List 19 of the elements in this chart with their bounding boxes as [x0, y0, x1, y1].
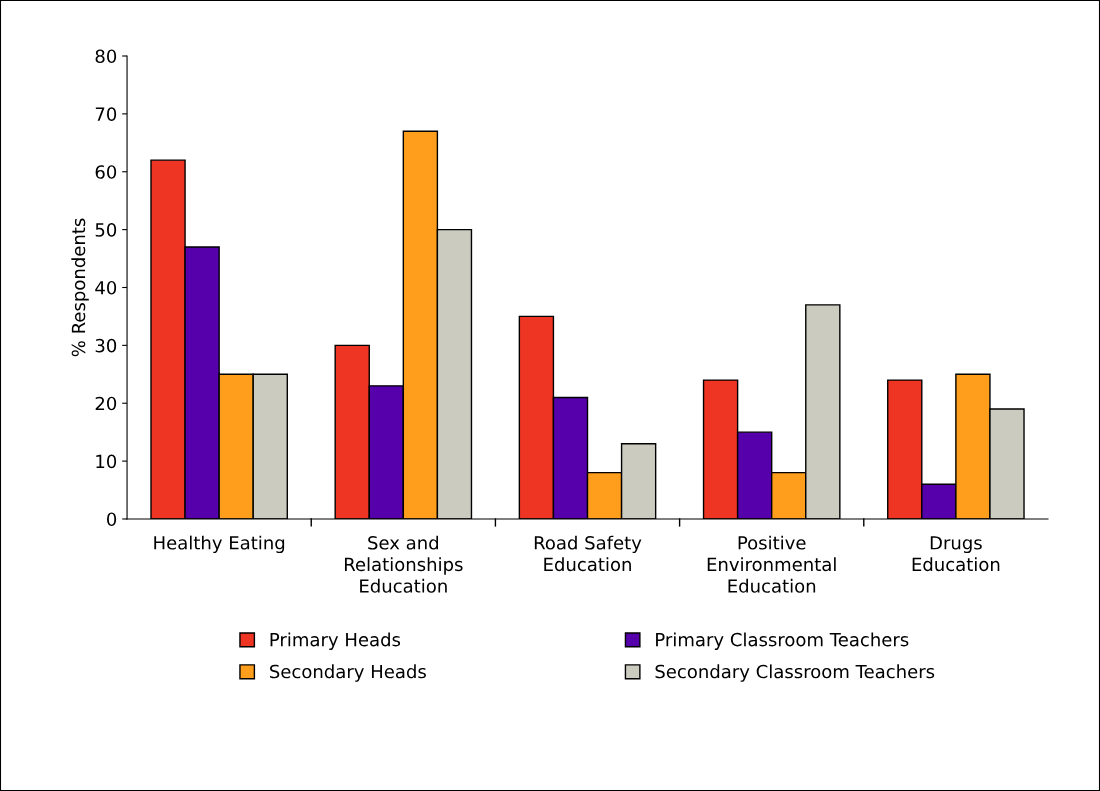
y-tick-label: 0 — [107, 512, 117, 527]
y-tick-label: 20 — [95, 396, 117, 411]
legend-label: Primary Classroom Teachers — [656, 632, 909, 650]
x-tick-label: Road Safety Education — [534, 535, 642, 572]
x-tick-label: Sex and Relationships Education — [344, 535, 463, 593]
x-tick-label: Drugs Education — [912, 536, 1000, 572]
y-axis-title: % Respondents — [71, 218, 89, 357]
y-tick-label: 50 — [95, 223, 117, 237]
x-tick-label: Healthy Eating — [154, 535, 285, 554]
y-tick-label: 70 — [95, 107, 117, 121]
legend-label: Primary Heads — [270, 632, 401, 650]
y-tick-label: 30 — [95, 338, 117, 353]
y-tick-label: 60 — [95, 165, 117, 179]
y-tick-label: 40 — [95, 280, 117, 295]
y-tick-label: 10 — [96, 454, 117, 469]
x-tick-label: Positive Environmental Education — [707, 535, 836, 593]
legend-label: Secondary Classroom Teachers — [655, 664, 935, 682]
legend-label: Secondary Heads — [270, 664, 426, 682]
y-tick-label: 80 — [95, 49, 117, 64]
